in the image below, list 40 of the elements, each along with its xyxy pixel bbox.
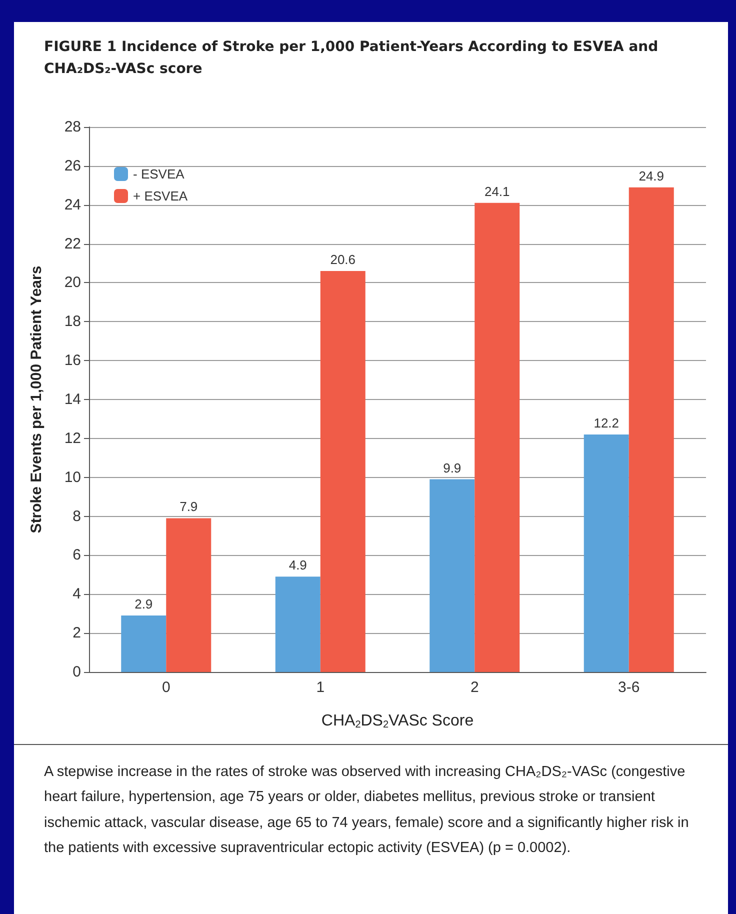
bar [584, 434, 629, 672]
y-tick-label: 8 [72, 508, 81, 525]
bar [121, 616, 166, 672]
bar [275, 576, 320, 672]
text: A stepwise increase in the rates of stroke was observed with increasing CHA₂DS₂-VASc (congestive heart failure, hypertension, age 75 years or older, diabetes mellitus, previous stroke or transient ischemic attack, vascular disease, age 65 to 74 years, female) score and a significantly higher risk in the patients with excessive supraventricular ectopic activity (ESVEA) (p = 0.0002). [44, 763, 690, 858]
y-tick-label: 24 [64, 196, 81, 214]
data-label: 12.2 [594, 416, 620, 431]
y-tick-label: 0 [72, 664, 81, 680]
legend-label: - ESVEA [133, 166, 185, 182]
bar [628, 187, 674, 672]
y-tick-label: 14 [64, 391, 81, 408]
y-tick-label: 18 [64, 313, 81, 330]
y-tick-label: 6 [72, 546, 81, 564]
bar [166, 518, 212, 672]
y-tick-label: 20 [64, 274, 81, 292]
bar [474, 202, 520, 672]
y-tick-label: 26 [64, 157, 81, 174]
y-tick-label: 2 [72, 624, 81, 642]
y-tick-label: 22 [64, 235, 81, 252]
bar [320, 271, 366, 672]
data-label: 7.9 [180, 499, 198, 514]
bar [430, 479, 475, 672]
y-tick-label: 16 [64, 352, 81, 370]
data-label: 9.9 [443, 460, 462, 476]
y-tick-label: 4 [72, 586, 81, 603]
y-axis-title: Stroke Events per 1,000 Patient Years [28, 266, 45, 534]
y-tick-label: 28 [64, 118, 81, 136]
data-label: 20.6 [330, 252, 356, 268]
chart-title: FIGURE 1 Incidence of Stroke per 1,000 Patient-Years According to ESVEA and CHA₂DS₂-VASc score [44, 38, 660, 80]
data-label: 24.9 [638, 168, 664, 184]
x-tick-label: 0 [162, 679, 170, 696]
legend-label: + ESVEA [133, 188, 188, 204]
x-tick-label: 2 [470, 679, 479, 696]
data-label: 4.9 [288, 558, 307, 573]
x-tick-label: 1 [316, 679, 325, 696]
y-tick-label: 12 [64, 430, 81, 447]
y-tick-label: 10 [64, 468, 81, 486]
x-tick-label: 3-6 [618, 679, 640, 696]
data-label: 2.9 [134, 596, 153, 612]
data-label: 24.1 [484, 184, 510, 199]
